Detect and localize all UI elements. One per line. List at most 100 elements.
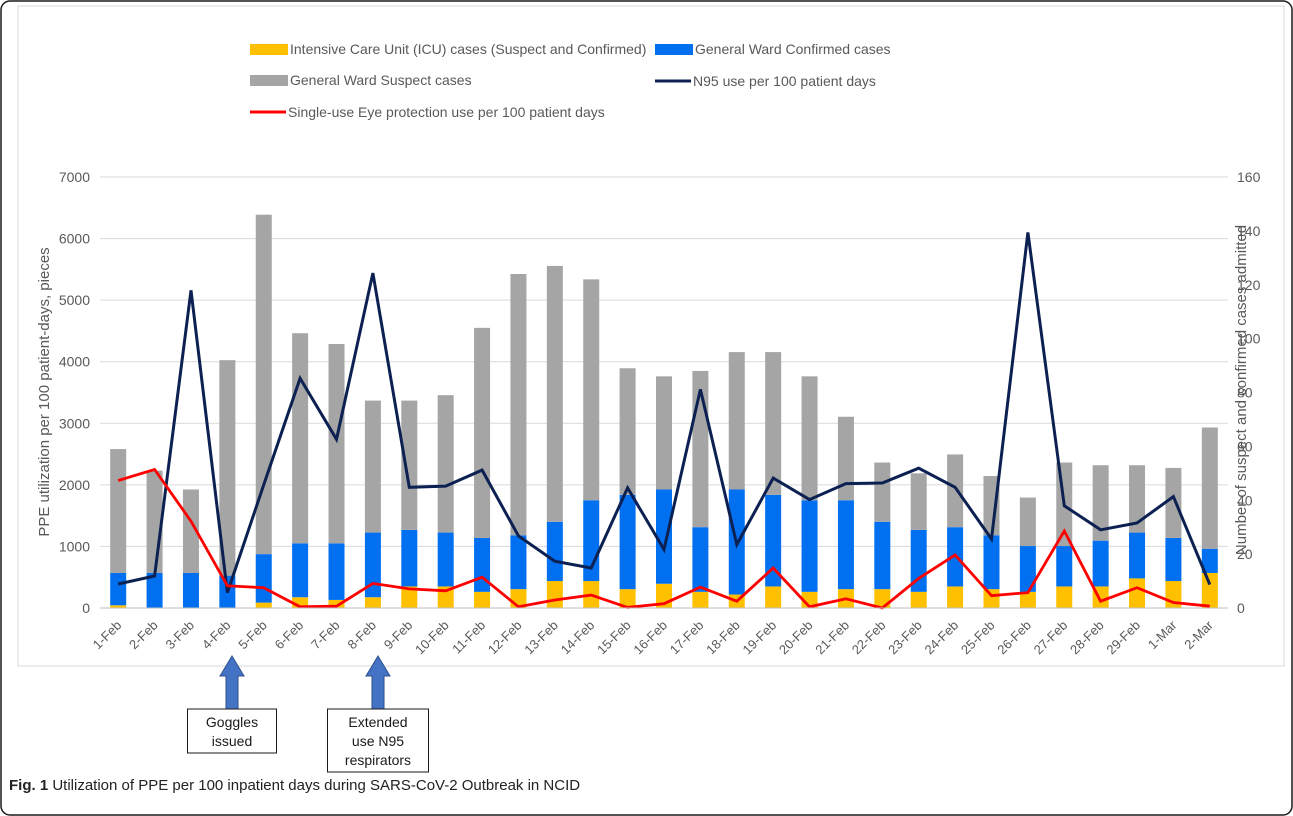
- bar: [219, 360, 236, 576]
- bar: [910, 591, 927, 608]
- annotation-text: Extended: [348, 714, 407, 730]
- bar: [619, 368, 636, 495]
- bar: [1056, 586, 1073, 608]
- bar: [182, 489, 199, 573]
- bar: [1201, 427, 1218, 549]
- legend-label: General Ward Confirmed cases: [695, 41, 891, 57]
- bar: [110, 449, 127, 573]
- y-axis-left-title: PPE utilization per 100 patient-days, pi…: [36, 247, 53, 536]
- y2-tick-label: 20: [1237, 546, 1253, 562]
- bar: [656, 376, 672, 490]
- bar: [619, 589, 636, 608]
- y-tick-label: 7000: [59, 169, 90, 185]
- bar: [328, 344, 345, 544]
- bar: [1165, 467, 1182, 538]
- up-arrow-icon: [219, 655, 245, 711]
- bar: [364, 532, 381, 598]
- caption-text: Utilization of PPE per 100 inpatient day…: [48, 777, 581, 794]
- annotation-box: [327, 708, 429, 773]
- bar: [1056, 546, 1073, 587]
- bar: [801, 376, 818, 501]
- bar: [910, 473, 927, 530]
- legend-label: General Ward Suspect cases: [290, 72, 472, 88]
- bar: [364, 597, 381, 608]
- legend-label: Intensive Care Unit (ICU) cases (Suspect…: [290, 41, 646, 57]
- annotation-text: Goggles: [206, 714, 258, 730]
- bar: [292, 543, 309, 598]
- bar: [146, 572, 163, 608]
- bar: [983, 476, 1000, 536]
- y-axis-left: 0 1000 2000 3000 4000 5000 6000 7000: [59, 169, 90, 616]
- bar: [1129, 465, 1146, 533]
- line-series: [117, 232, 1212, 610]
- bar: [874, 521, 891, 590]
- bar: [401, 529, 418, 587]
- bar: [110, 572, 127, 606]
- bar: [110, 605, 127, 608]
- y2-tick-label: 60: [1237, 438, 1253, 454]
- bar: [728, 352, 745, 490]
- bar: [983, 589, 1000, 608]
- bar: [1129, 578, 1146, 608]
- y2-tick-label: 40: [1237, 492, 1253, 508]
- figure-caption: Fig. 1 Utilization of PPE per 100 inpati…: [9, 777, 580, 794]
- bar: [328, 599, 345, 608]
- bar: [437, 532, 454, 587]
- bar: [328, 543, 345, 600]
- y2-tick-label: 120: [1237, 277, 1261, 293]
- bar: [656, 489, 672, 584]
- legend-swatch: [250, 44, 288, 55]
- annotation-text: respirators: [345, 752, 411, 768]
- bar: [801, 500, 818, 592]
- y-axis-right-title: Number of suspect and confirmed cases ad…: [1233, 225, 1250, 555]
- series-line: [117, 232, 1212, 594]
- annotation-text: use N95: [352, 733, 404, 749]
- bar: [510, 273, 527, 536]
- bar: [474, 591, 491, 608]
- series-line: [117, 467, 1210, 610]
- bar: [837, 416, 854, 501]
- y2-tick-label: 160: [1237, 169, 1261, 185]
- annotation-text: issued: [212, 733, 252, 749]
- y-axis-right: 0 20 40 60 80 100 120 140 160: [1237, 169, 1261, 616]
- bar: [292, 597, 309, 608]
- y2-tick-label: 140: [1237, 223, 1261, 239]
- bar: [510, 535, 527, 590]
- bar: [1165, 537, 1182, 582]
- bar: [1019, 546, 1036, 592]
- bar: [583, 279, 600, 501]
- y-tick-label: 6000: [59, 231, 90, 247]
- legend-swatch: [655, 44, 693, 55]
- annotations: Goggles issued Extended use N95 respirators: [187, 655, 429, 773]
- bar: [182, 572, 199, 608]
- bar: [765, 352, 782, 495]
- caption-label: Fig. 1: [9, 777, 49, 794]
- bar: [255, 602, 272, 608]
- bar: [255, 554, 272, 603]
- legend-label: N95 use per 100 patient days: [693, 73, 876, 89]
- y-tick-label: 1000: [59, 538, 90, 554]
- bar: [1019, 591, 1036, 608]
- bar: [1019, 497, 1036, 547]
- bar: [546, 265, 563, 522]
- y2-tick-label: 80: [1237, 385, 1253, 401]
- bar: [546, 521, 563, 582]
- bar: [947, 586, 964, 608]
- y2-tick-label: 0: [1237, 600, 1245, 616]
- bar: [692, 527, 709, 592]
- legend-label: Single-use Eye protection use per 100 pa…: [288, 104, 605, 120]
- y-tick-label: 0: [82, 600, 90, 616]
- bar: [1092, 465, 1109, 541]
- bar: [401, 586, 418, 608]
- bar: [765, 586, 782, 608]
- bar: [474, 537, 491, 592]
- bar: [1201, 548, 1218, 573]
- bar: [874, 462, 891, 522]
- y-tick-label: 4000: [59, 354, 90, 370]
- annotation-box: [187, 708, 277, 754]
- bar: [437, 395, 454, 533]
- y-tick-label: 2000: [59, 477, 90, 493]
- bar: [546, 581, 563, 608]
- bar: [837, 500, 854, 590]
